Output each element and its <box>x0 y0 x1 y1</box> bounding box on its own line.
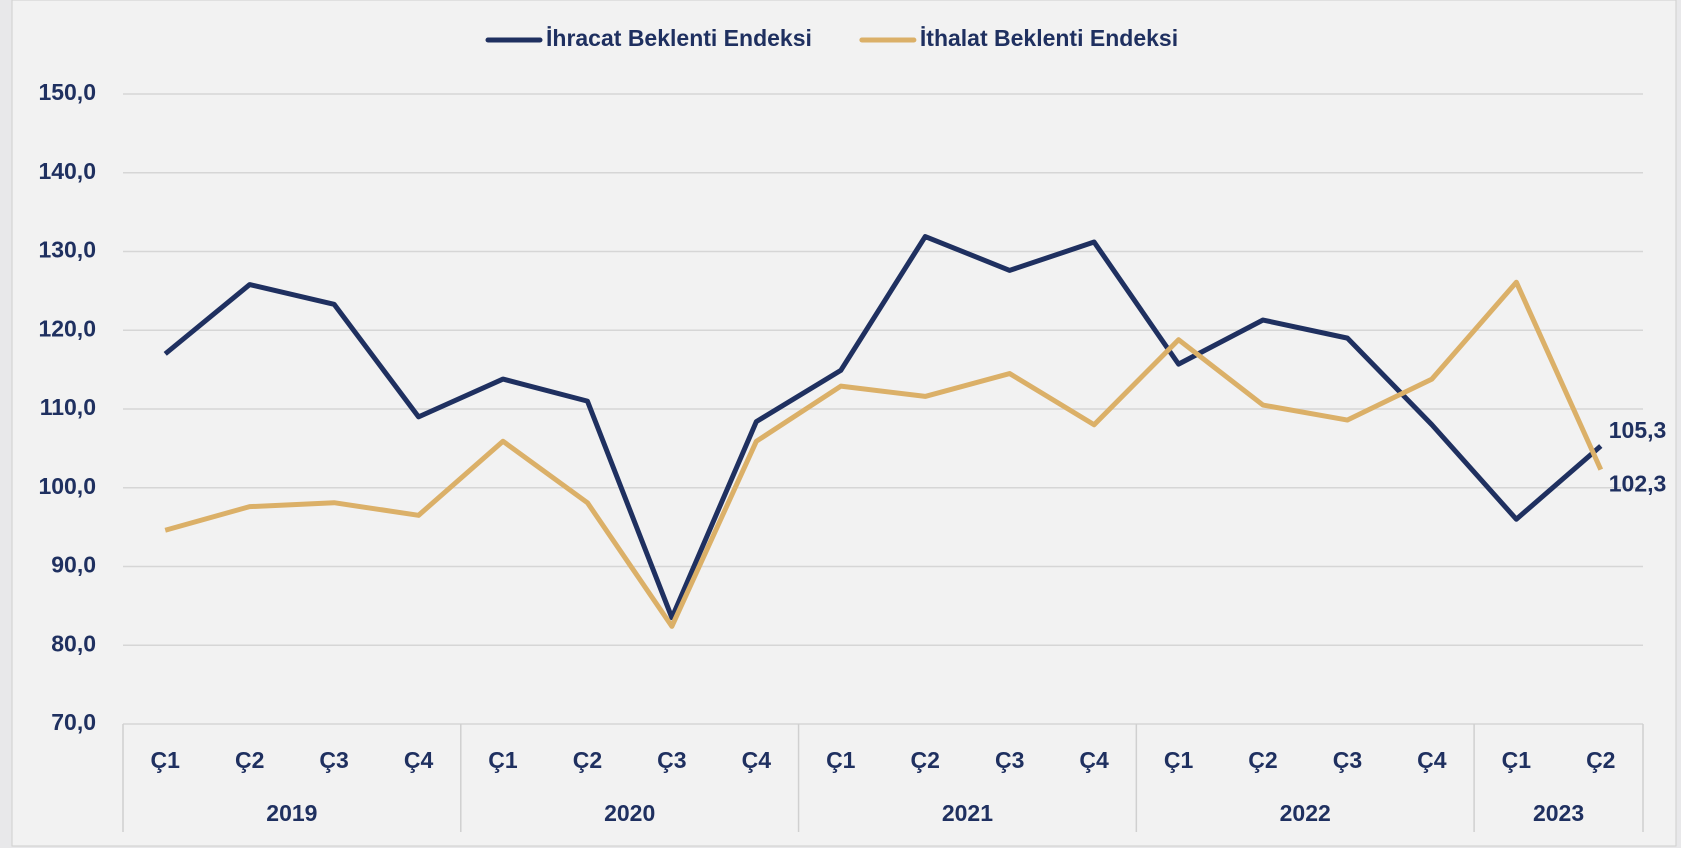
x-tick-label: Ç4 <box>1417 747 1447 773</box>
data-label: 102,3 <box>1609 471 1667 497</box>
x-group-label: 2023 <box>1533 800 1584 826</box>
x-tick-label: Ç4 <box>1079 747 1109 773</box>
y-tick-label: 150,0 <box>38 79 96 105</box>
x-tick-label: Ç4 <box>742 747 772 773</box>
x-tick-label: Ç3 <box>995 747 1024 773</box>
y-tick-label: 130,0 <box>38 237 96 263</box>
series-line <box>163 234 1603 621</box>
x-tick-label: Ç1 <box>488 747 518 773</box>
x-tick-label: Ç1 <box>826 747 856 773</box>
y-tick-label: 110,0 <box>40 394 96 420</box>
x-tick-label: Ç2 <box>573 747 602 773</box>
x-tick-label: Ç4 <box>404 747 434 773</box>
y-tick-label: 90,0 <box>51 552 96 578</box>
x-group-label: 2019 <box>266 800 317 826</box>
x-tick-label: Ç3 <box>657 747 686 773</box>
legend-label: İthalat Beklenti Endeksi <box>920 25 1178 51</box>
x-tick-label: Ç2 <box>1586 747 1615 773</box>
x-group-label: 2021 <box>942 800 993 826</box>
data-label: 105,3 <box>1609 417 1667 443</box>
x-tick-label: Ç1 <box>1502 747 1532 773</box>
x-group-label: 2020 <box>604 800 655 826</box>
y-tick-label: 120,0 <box>38 315 96 341</box>
y-tick-label: 80,0 <box>51 630 96 656</box>
x-tick-label: Ç2 <box>235 747 264 773</box>
x-tick-label: Ç1 <box>1164 747 1194 773</box>
x-tick-label: Ç2 <box>1248 747 1277 773</box>
x-group-label: 2022 <box>1280 800 1331 826</box>
chart-background <box>11 0 1677 847</box>
y-tick-label: 140,0 <box>38 158 96 184</box>
x-tick-label: Ç3 <box>1333 747 1362 773</box>
legend-label: İhracat Beklenti Endeksi <box>546 25 812 51</box>
series-line <box>164 279 1604 629</box>
y-tick-label: 70,0 <box>51 709 96 735</box>
x-tick-label: Ç2 <box>911 747 940 773</box>
x-tick-label: Ç3 <box>319 747 348 773</box>
x-tick-label: Ç1 <box>151 747 181 773</box>
y-tick-label: 100,0 <box>38 473 96 499</box>
